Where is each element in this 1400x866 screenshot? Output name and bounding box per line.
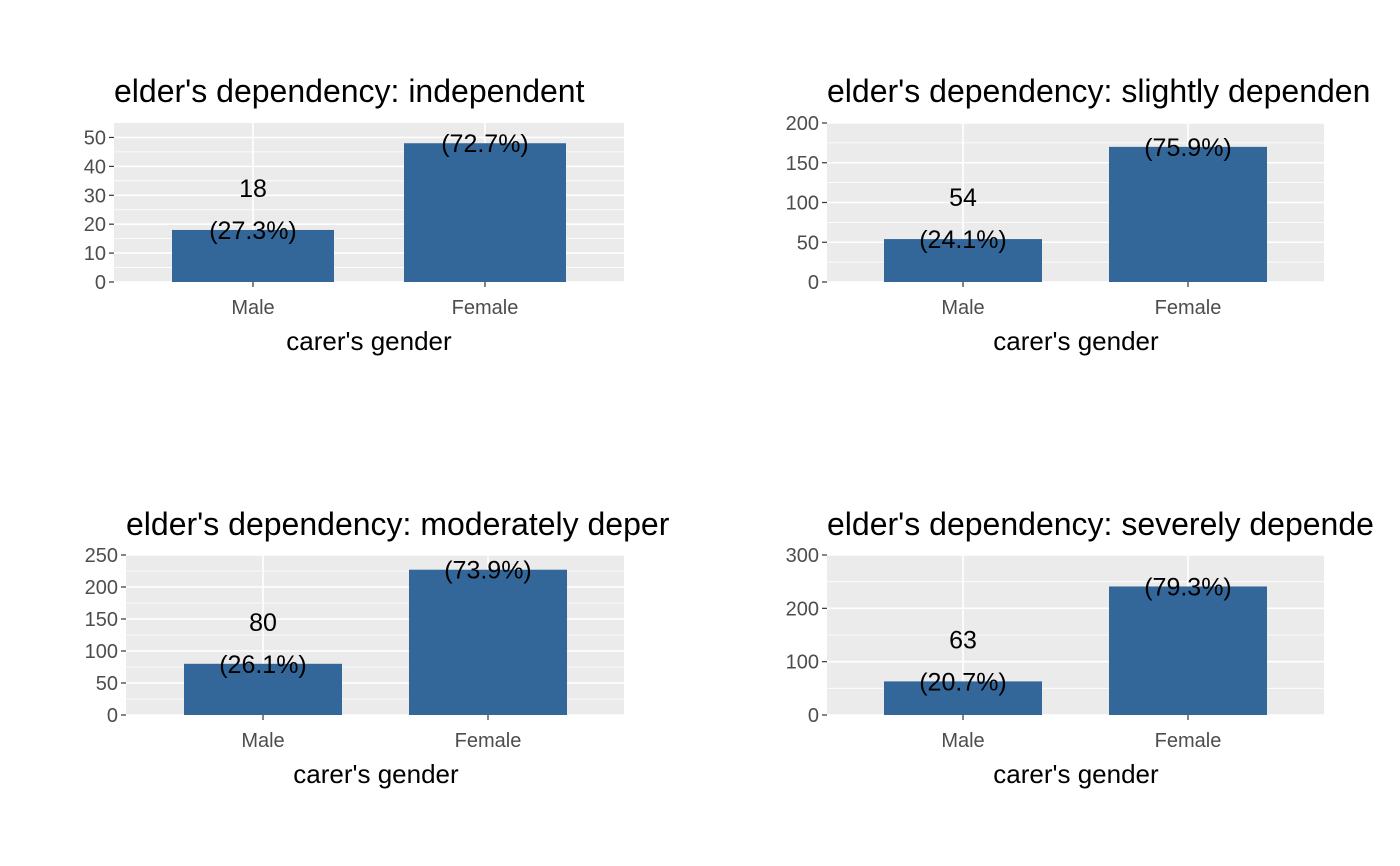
bar-male bbox=[884, 681, 1042, 715]
bar-percent-label: (26.1%) bbox=[219, 651, 307, 679]
bar-layer: (27.3%) 18 (72.7%) bbox=[172, 130, 566, 282]
y-tick-label: 50 bbox=[84, 127, 106, 149]
bar-female bbox=[409, 569, 567, 715]
bar-female bbox=[404, 143, 566, 282]
y-tick-label: 200 bbox=[786, 113, 819, 135]
x-tick-label: Female bbox=[1155, 297, 1222, 319]
chart-title: elder's dependency: moderately deper bbox=[126, 506, 670, 542]
bar-percent-label: (72.7%) bbox=[441, 130, 529, 158]
x-axis-title: carer's gender bbox=[993, 759, 1159, 789]
y-tick-label: 10 bbox=[84, 243, 106, 265]
y-tick-label: 40 bbox=[84, 156, 106, 178]
bar-percent-label: (73.9%) bbox=[444, 557, 532, 585]
x-axis-title: carer's gender bbox=[993, 326, 1159, 356]
y-tick-label: 0 bbox=[808, 272, 819, 294]
y-tick-label: 0 bbox=[95, 272, 106, 294]
y-tick-label: 150 bbox=[786, 153, 819, 175]
x-axis-title: carer's gender bbox=[293, 759, 459, 789]
bar-female bbox=[1109, 586, 1267, 715]
x-axis-title: carer's gender bbox=[286, 326, 452, 356]
chart-title: elder's dependency: severely depende bbox=[827, 506, 1374, 542]
bar-female bbox=[1109, 146, 1267, 282]
bar-layer: (26.1%) 80 (73.9%) bbox=[184, 557, 567, 715]
y-tick-label: 30 bbox=[84, 185, 106, 207]
bar-count-label: 18 bbox=[239, 175, 267, 203]
y-tick-label: 250 bbox=[85, 545, 118, 567]
bar-percent-label: (24.1%) bbox=[919, 226, 1007, 254]
y-tick-label: 200 bbox=[85, 577, 118, 599]
bar-percent-label: (27.3%) bbox=[209, 217, 297, 245]
chart-panel-1: 0 10 20 30 40 50 (27.3%) 18 (72.7%) Male Femalecar… bbox=[84, 73, 624, 356]
y-tick-label: 0 bbox=[808, 705, 819, 727]
y-tick-label: 200 bbox=[786, 598, 819, 620]
bar-percent-label: (79.3%) bbox=[1144, 573, 1232, 601]
x-tick-label: Female bbox=[452, 297, 519, 319]
x-tick-label: Male bbox=[241, 730, 284, 752]
y-tick-label: 0 bbox=[107, 705, 118, 727]
chart-title: elder's dependency: slightly dependen bbox=[827, 73, 1370, 109]
bar-percent-label: (75.9%) bbox=[1144, 134, 1232, 162]
bar-male bbox=[884, 239, 1042, 282]
y-tick-label: 50 bbox=[96, 673, 118, 695]
chart-panel-2: 0 50 100 150 200 (24.1%) 54 (75.9%) Male Female ca… bbox=[786, 73, 1371, 356]
bar-male bbox=[184, 663, 342, 715]
bar-male bbox=[172, 229, 334, 282]
x-tick-label: Female bbox=[1155, 730, 1222, 752]
x-tick-label: Male bbox=[941, 297, 984, 319]
bar-count-label: 80 bbox=[249, 609, 277, 637]
x-tick-label: Male bbox=[231, 297, 274, 319]
x-tick-label: Male bbox=[941, 730, 984, 752]
bar-layer: (24.1%) 54 (75.9%) bbox=[884, 134, 1267, 282]
bar-percent-label: (20.7%) bbox=[919, 668, 1007, 696]
chart-panel-3: 0 50 100 150 200 250 (26.1%) 80 (73.9%) Male Femal… bbox=[85, 506, 670, 789]
bar-layer: (20.7%) 63 (79.3%) bbox=[884, 573, 1267, 715]
y-tick-label: 300 bbox=[786, 545, 819, 567]
bar-count-label: 63 bbox=[949, 626, 977, 654]
y-tick-label: 50 bbox=[797, 232, 819, 254]
y-tick-label: 150 bbox=[85, 609, 118, 631]
bar-count-label: 54 bbox=[949, 184, 977, 212]
y-tick-label: 100 bbox=[786, 652, 819, 674]
chart-panel-4: 0 100 200 300 (20.7%) 63 (79.3%) Male Female care… bbox=[786, 506, 1374, 789]
y-tick-label: 20 bbox=[84, 214, 106, 236]
y-tick-label: 100 bbox=[786, 193, 819, 215]
y-tick-label: 100 bbox=[85, 641, 118, 663]
chart-title: elder's dependency: independent bbox=[114, 73, 585, 109]
x-tick-label: Female bbox=[455, 730, 522, 752]
